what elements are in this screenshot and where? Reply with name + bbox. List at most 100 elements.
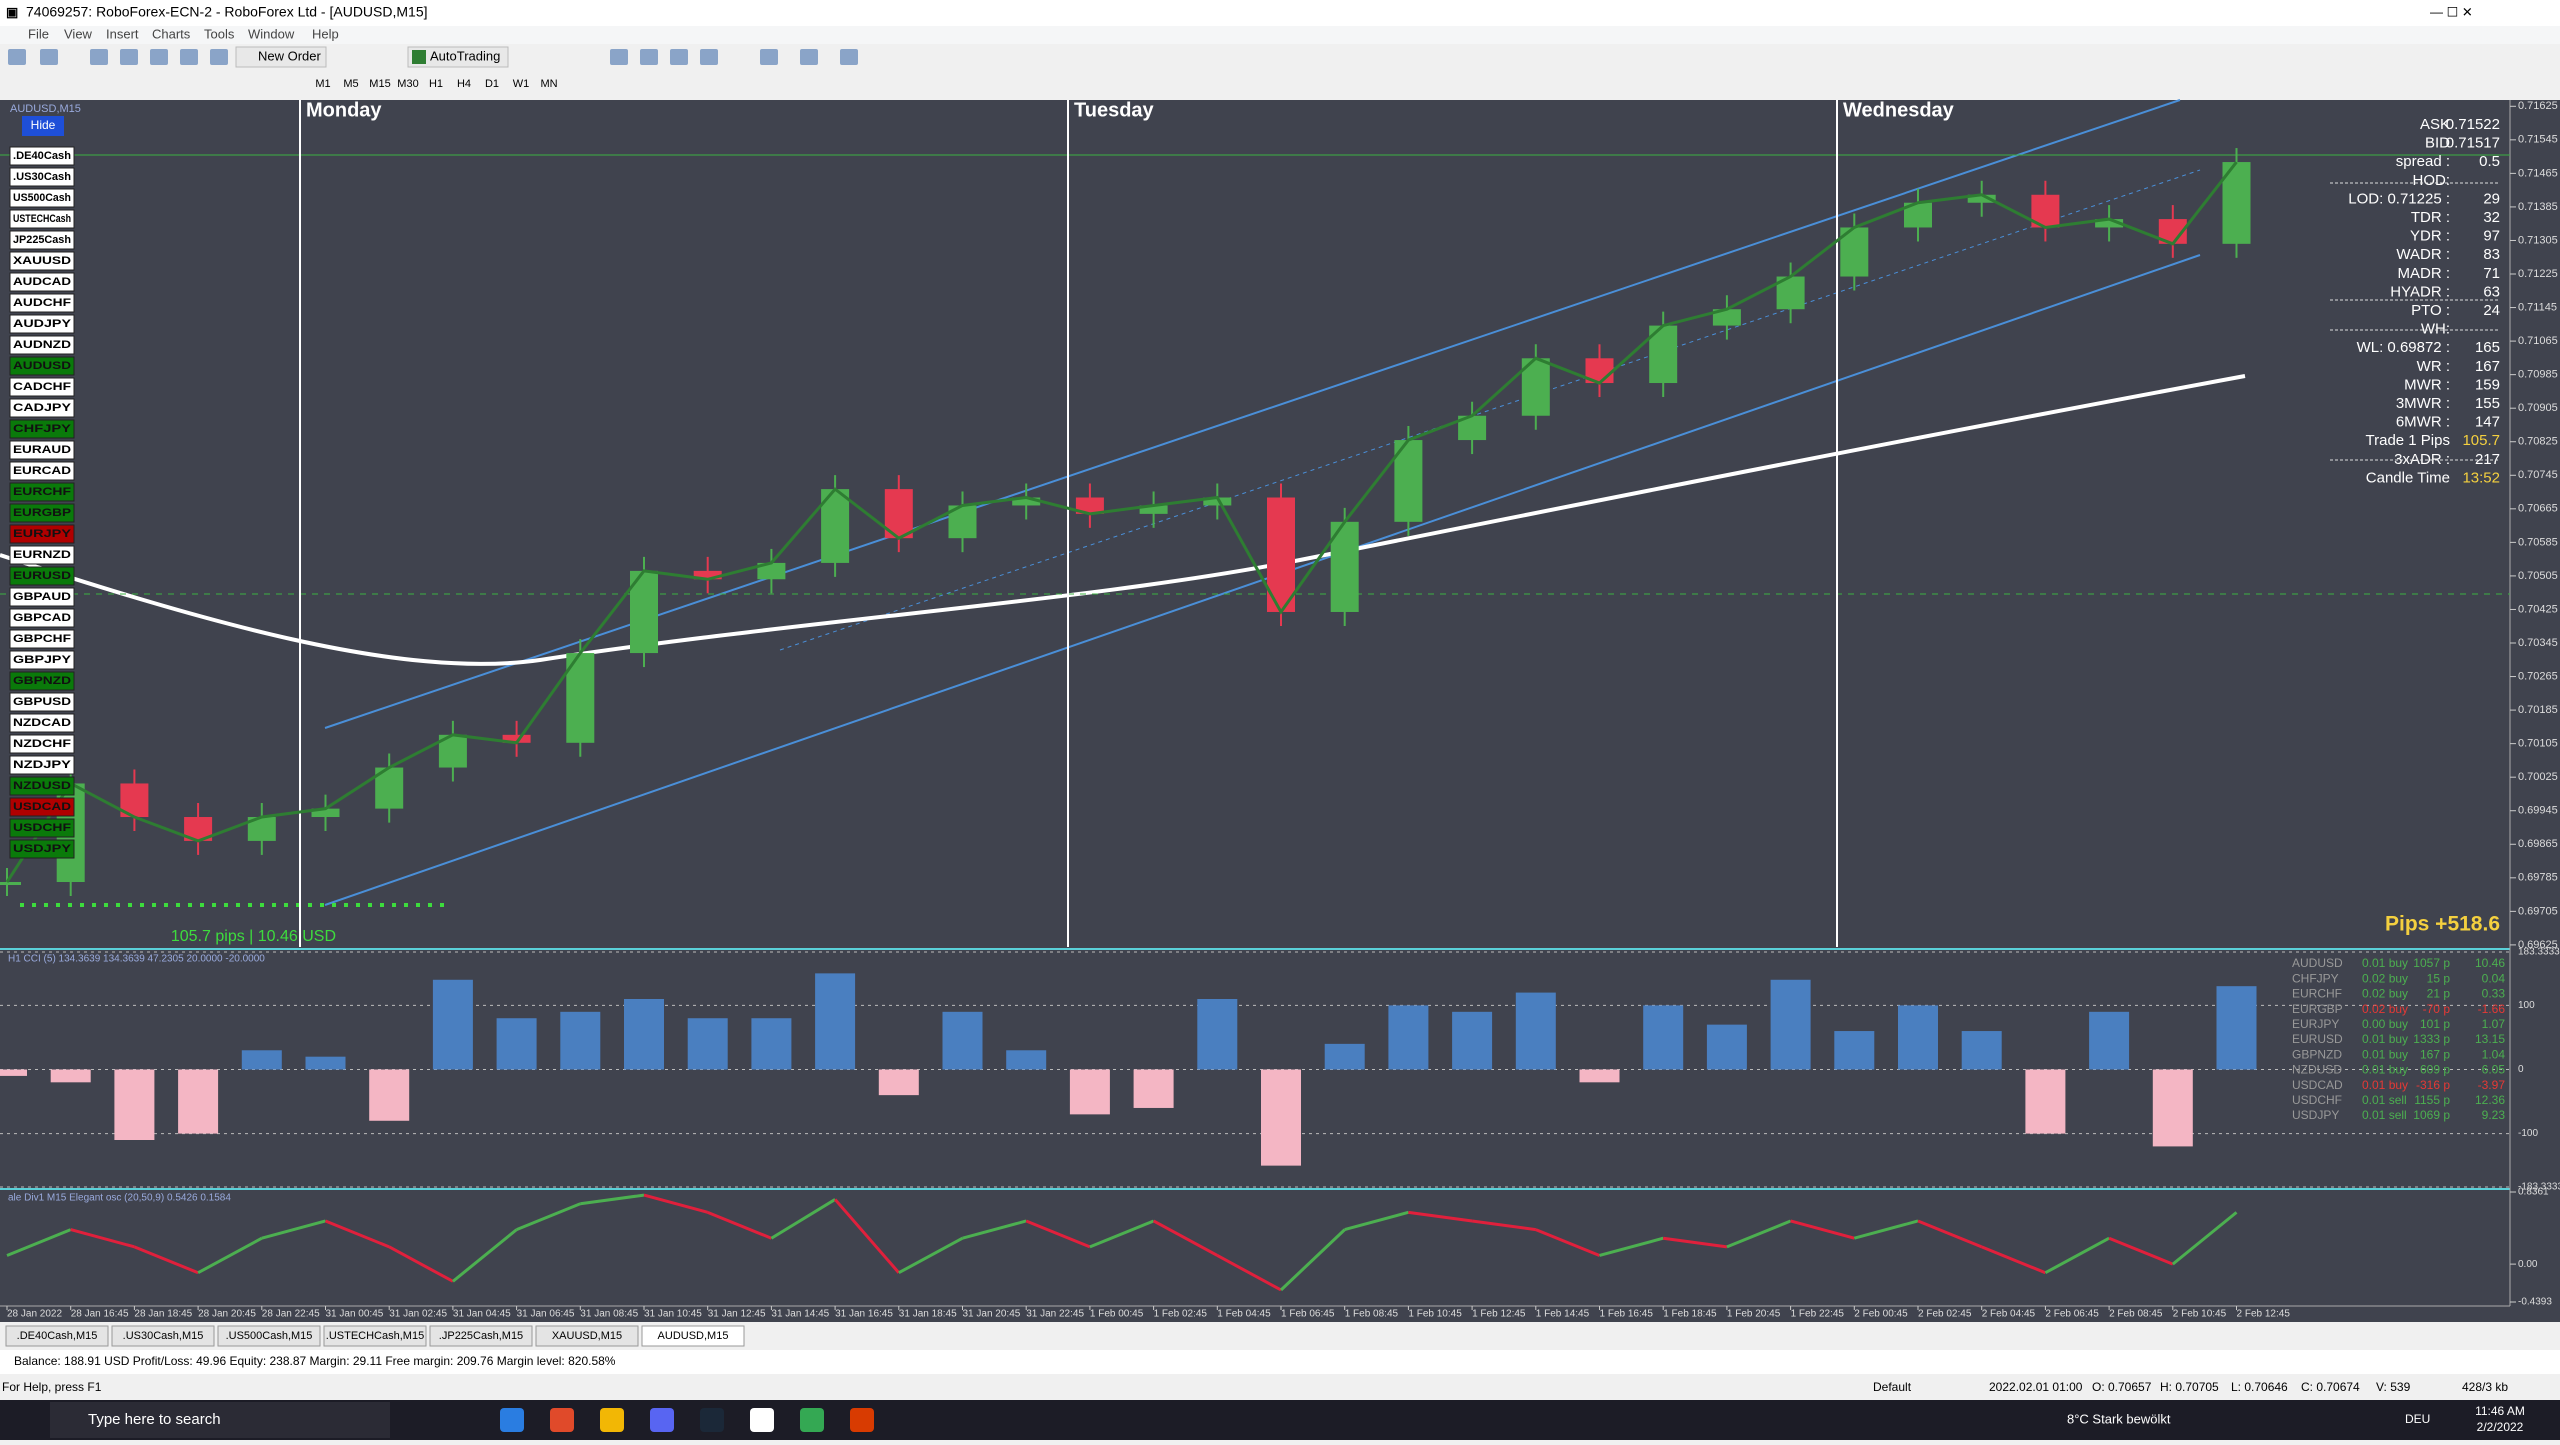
- menu-item[interactable]: Window: [248, 26, 295, 41]
- symbol-button-label[interactable]: AUDNZD: [13, 339, 71, 351]
- symbol-button-label[interactable]: AUDCAD: [13, 276, 71, 288]
- symbol-button[interactable]: [9, 503, 75, 523]
- symbol-button-label[interactable]: CADJPY: [13, 402, 72, 414]
- chart-tab-label[interactable]: .US500Cash,M15: [226, 1330, 313, 1342]
- taskbar-app[interactable]: [550, 1408, 574, 1432]
- taskbar-app[interactable]: [850, 1408, 874, 1432]
- toolbar-icon[interactable]: [180, 49, 198, 65]
- symbol-button-label[interactable]: USDJPY: [13, 843, 72, 855]
- symbol-button[interactable]: [9, 671, 75, 691]
- toolbar-icon[interactable]: [800, 49, 818, 65]
- symbol-button[interactable]: [9, 461, 75, 481]
- symbol-button-label[interactable]: AUDCHF: [13, 297, 71, 309]
- menu-item[interactable]: Tools: [204, 26, 235, 41]
- symbol-button[interactable]: [9, 482, 75, 502]
- symbol-button[interactable]: [9, 713, 75, 733]
- symbol-button-label[interactable]: GBPCHF: [13, 633, 71, 645]
- chart-tab-label[interactable]: .DE40Cash,M15: [17, 1330, 98, 1342]
- symbol-button[interactable]: [9, 587, 75, 607]
- search-box[interactable]: [50, 1402, 390, 1438]
- chart-tab-label[interactable]: AUDUSD,M15: [658, 1330, 729, 1342]
- hide-button[interactable]: [22, 116, 64, 136]
- symbol-button[interactable]: [9, 545, 75, 565]
- symbol-button-label[interactable]: GBPUSD: [13, 696, 71, 708]
- chart-tab[interactable]: [429, 1325, 533, 1347]
- menu-item[interactable]: Insert: [106, 26, 139, 41]
- symbol-button[interactable]: [9, 608, 75, 628]
- symbol-button-label[interactable]: EURJPY: [13, 528, 72, 540]
- chart-tab-label[interactable]: .JP225Cash,M15: [439, 1330, 523, 1342]
- symbol-button-label[interactable]: EURCHF: [13, 486, 71, 498]
- symbol-button[interactable]: [9, 692, 75, 712]
- timeframe-button[interactable]: M1: [315, 78, 330, 90]
- chart-tab[interactable]: [217, 1325, 321, 1347]
- symbol-button-label[interactable]: USTECHCash: [13, 213, 71, 225]
- symbol-button-label[interactable]: US500Cash: [13, 192, 71, 204]
- toolbar-icon[interactable]: [210, 49, 228, 65]
- symbol-button[interactable]: [9, 398, 75, 418]
- symbol-button-label[interactable]: JP225Cash: [13, 234, 71, 246]
- symbol-button-label[interactable]: .DE40Cash: [13, 150, 71, 162]
- symbol-button[interactable]: [9, 230, 75, 250]
- symbol-button[interactable]: [9, 146, 75, 166]
- symbol-button[interactable]: [9, 566, 75, 586]
- timeframe-button[interactable]: M5: [343, 78, 358, 90]
- symbol-button[interactable]: [9, 839, 75, 859]
- toolbar-icon[interactable]: [120, 49, 138, 65]
- symbol-button[interactable]: [9, 776, 75, 796]
- symbol-button-label[interactable]: NZDJPY: [13, 759, 72, 771]
- taskbar-app[interactable]: [500, 1408, 524, 1432]
- taskbar-app[interactable]: [700, 1408, 724, 1432]
- menu-item[interactable]: File: [28, 26, 49, 41]
- symbol-button[interactable]: [9, 356, 75, 376]
- toolbar-icon[interactable]: [700, 49, 718, 65]
- chart-tab[interactable]: [111, 1325, 215, 1347]
- chart-tab[interactable]: [5, 1325, 109, 1347]
- toolbar-icon[interactable]: [90, 49, 108, 65]
- symbol-button[interactable]: [9, 734, 75, 754]
- symbol-button-label[interactable]: EURAUD: [13, 444, 71, 456]
- symbol-button[interactable]: [9, 440, 75, 460]
- menu-item[interactable]: Help: [312, 26, 339, 41]
- hide-label[interactable]: Hide: [31, 118, 56, 132]
- toolbar-icon[interactable]: [8, 49, 26, 65]
- symbol-button-label[interactable]: EURGBP: [13, 507, 71, 519]
- symbol-button[interactable]: [9, 377, 75, 397]
- symbol-button-label[interactable]: CADCHF: [13, 381, 71, 393]
- search-text[interactable]: Type here to search: [88, 1411, 221, 1428]
- chart-tab[interactable]: [323, 1325, 427, 1347]
- timeframe-button[interactable]: H4: [457, 78, 471, 90]
- timeframe-button[interactable]: M30: [397, 78, 418, 90]
- symbol-button-label[interactable]: NZDCHF: [13, 738, 71, 750]
- symbol-button[interactable]: [9, 650, 75, 670]
- symbol-button[interactable]: [9, 188, 75, 208]
- symbol-button[interactable]: [9, 293, 75, 313]
- symbol-button-label[interactable]: NZDCAD: [13, 717, 71, 729]
- menu-item[interactable]: Charts: [152, 26, 191, 41]
- symbol-button[interactable]: [9, 524, 75, 544]
- symbol-button[interactable]: [9, 419, 75, 439]
- symbol-button-label[interactable]: XAUUSD: [13, 255, 71, 267]
- symbol-button-label[interactable]: EURUSD: [13, 570, 71, 582]
- taskbar-app[interactable]: [650, 1408, 674, 1432]
- taskbar-app[interactable]: [750, 1408, 774, 1432]
- symbol-button-label[interactable]: CHFJPY: [13, 423, 72, 435]
- symbol-button-label[interactable]: GBPNZD: [13, 675, 71, 687]
- autotrading-button[interactable]: [407, 46, 509, 68]
- symbol-button-label[interactable]: GBPJPY: [13, 654, 72, 666]
- chart-tab[interactable]: [535, 1325, 639, 1347]
- taskbar-app[interactable]: [600, 1408, 624, 1432]
- timeframe-button[interactable]: D1: [485, 78, 499, 90]
- symbol-button-label[interactable]: EURCAD: [13, 465, 71, 477]
- window-controls[interactable]: — ☐ ✕: [2430, 4, 2473, 19]
- symbol-button-label[interactable]: AUDJPY: [13, 318, 72, 330]
- toolbar-icon[interactable]: [760, 49, 778, 65]
- symbol-button[interactable]: [9, 629, 75, 649]
- symbol-button[interactable]: [9, 755, 75, 775]
- symbol-button[interactable]: [9, 167, 75, 187]
- taskbar-app[interactable]: [800, 1408, 824, 1432]
- chart-tab-label[interactable]: .US30Cash,M15: [123, 1330, 204, 1342]
- new-order-button[interactable]: [235, 46, 327, 68]
- symbol-button[interactable]: [9, 818, 75, 838]
- toolbar-icon[interactable]: [40, 49, 58, 65]
